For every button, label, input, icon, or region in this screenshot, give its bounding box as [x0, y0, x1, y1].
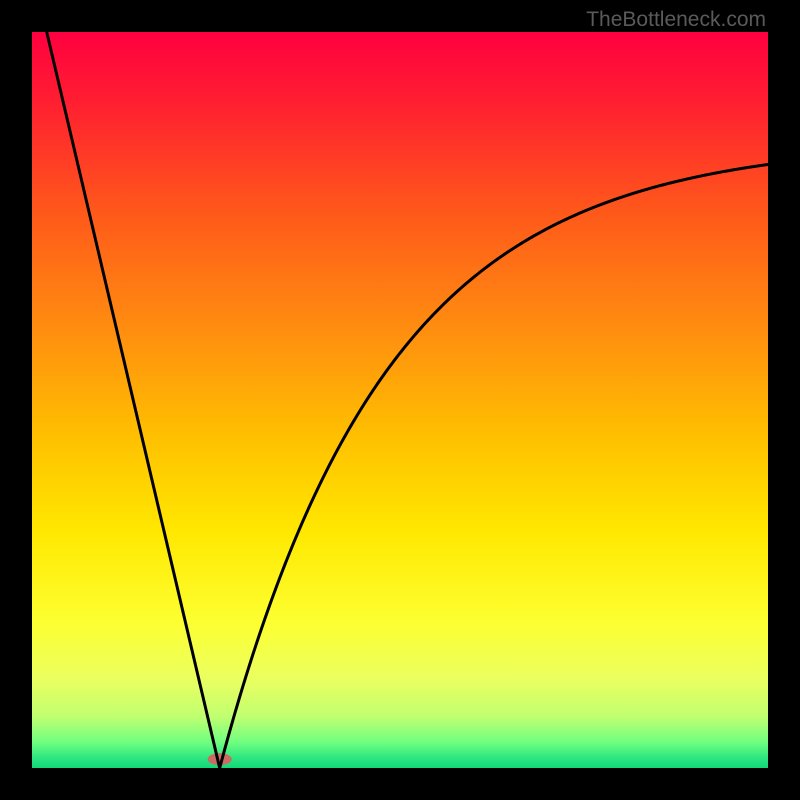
plot-area — [32, 32, 768, 768]
watermark-text: TheBottleneck.com — [586, 8, 766, 32]
chart-root: TheBottleneck.com — [0, 0, 800, 800]
plot-svg — [32, 32, 768, 768]
gradient-background — [32, 32, 768, 768]
